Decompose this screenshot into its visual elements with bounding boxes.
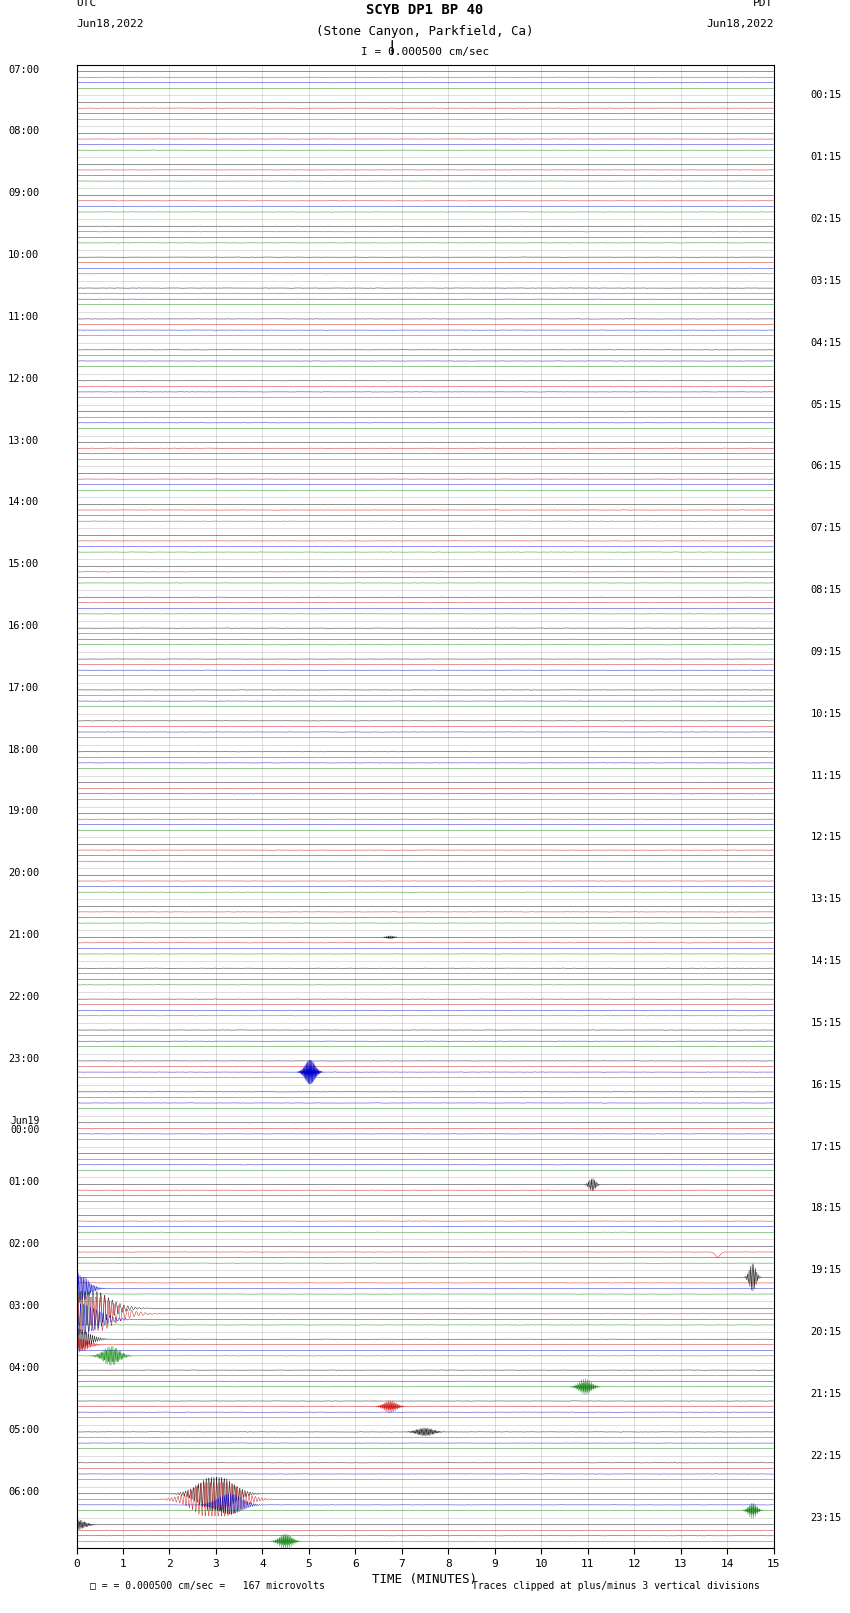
Text: 00:15: 00:15 [811,90,842,100]
Text: 04:15: 04:15 [811,337,842,348]
Text: 07:15: 07:15 [811,523,842,534]
Text: (Stone Canyon, Parkfield, Ca): (Stone Canyon, Parkfield, Ca) [316,24,534,37]
Text: 23:00: 23:00 [8,1053,39,1065]
Text: 12:00: 12:00 [8,374,39,384]
Text: Traces clipped at plus/minus 3 vertical divisions: Traces clipped at plus/minus 3 vertical … [472,1581,760,1590]
Text: 06:00: 06:00 [8,1487,39,1497]
Text: 22:15: 22:15 [811,1450,842,1461]
Text: 00:00: 00:00 [10,1124,39,1136]
Text: 03:00: 03:00 [8,1302,39,1311]
Text: 15:00: 15:00 [8,560,39,569]
Text: 21:15: 21:15 [811,1389,842,1398]
Text: □ = = 0.000500 cm/sec =   167 microvolts: □ = = 0.000500 cm/sec = 167 microvolts [90,1581,326,1590]
X-axis label: TIME (MINUTES): TIME (MINUTES) [372,1573,478,1586]
Text: 14:15: 14:15 [811,957,842,966]
Text: 20:00: 20:00 [8,868,39,879]
Text: 10:00: 10:00 [8,250,39,260]
Text: 03:15: 03:15 [811,276,842,286]
Text: 13:15: 13:15 [811,894,842,905]
Text: 11:15: 11:15 [811,771,842,781]
Text: 05:00: 05:00 [8,1424,39,1436]
Text: 18:00: 18:00 [8,745,39,755]
Text: PDT: PDT [753,0,774,8]
Text: UTC: UTC [76,0,97,8]
Text: Jun18,2022: Jun18,2022 [76,19,144,29]
Text: 14:00: 14:00 [8,497,39,508]
Text: 06:15: 06:15 [811,461,842,471]
Text: 18:15: 18:15 [811,1203,842,1213]
Text: 05:15: 05:15 [811,400,842,410]
Text: I = 0.000500 cm/sec: I = 0.000500 cm/sec [361,47,489,56]
Text: 21:00: 21:00 [8,931,39,940]
Text: 12:15: 12:15 [811,832,842,842]
Text: 16:00: 16:00 [8,621,39,631]
Text: 16:15: 16:15 [811,1079,842,1090]
Text: 04:00: 04:00 [8,1363,39,1373]
Text: 17:00: 17:00 [8,682,39,694]
Text: 02:15: 02:15 [811,215,842,224]
Text: SCYB DP1 BP 40: SCYB DP1 BP 40 [366,3,484,18]
Text: Jun19: Jun19 [10,1116,39,1126]
Text: 08:15: 08:15 [811,586,842,595]
Text: 17:15: 17:15 [811,1142,842,1152]
Text: 11:00: 11:00 [8,311,39,323]
Text: 09:15: 09:15 [811,647,842,656]
Text: 22:00: 22:00 [8,992,39,1002]
Text: 19:15: 19:15 [811,1265,842,1276]
Text: 02:00: 02:00 [8,1239,39,1250]
Text: 20:15: 20:15 [811,1327,842,1337]
Text: 07:00: 07:00 [8,65,39,74]
Text: 15:15: 15:15 [811,1018,842,1027]
Text: 23:15: 23:15 [811,1513,842,1523]
Text: 01:00: 01:00 [8,1177,39,1187]
Text: Jun18,2022: Jun18,2022 [706,19,774,29]
Text: 19:00: 19:00 [8,806,39,816]
Text: 09:00: 09:00 [8,189,39,198]
Text: 13:00: 13:00 [8,436,39,445]
Text: 10:15: 10:15 [811,708,842,719]
Text: 08:00: 08:00 [8,126,39,137]
Text: 01:15: 01:15 [811,152,842,163]
